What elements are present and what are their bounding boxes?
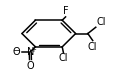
- Text: −: −: [13, 46, 20, 55]
- Text: N: N: [27, 47, 34, 57]
- Text: +: +: [31, 47, 36, 53]
- Text: Cl: Cl: [96, 17, 106, 27]
- Text: O: O: [27, 61, 34, 71]
- Text: Cl: Cl: [59, 54, 68, 64]
- Text: O: O: [13, 47, 20, 57]
- Text: Cl: Cl: [88, 42, 97, 52]
- Text: F: F: [63, 6, 69, 16]
